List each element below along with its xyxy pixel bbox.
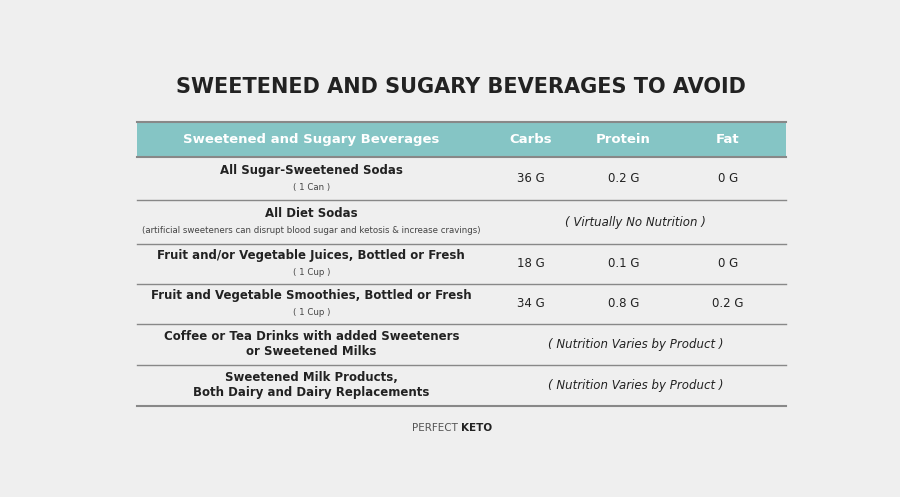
Text: 34 G: 34 G [518, 297, 544, 310]
Text: Fruit and Vegetable Smoothies, Bottled or Fresh: Fruit and Vegetable Smoothies, Bottled o… [151, 289, 472, 302]
Text: ( Nutrition Varies by Product ): ( Nutrition Varies by Product ) [548, 379, 724, 392]
Text: Fat: Fat [716, 133, 740, 146]
Text: 0.2 G: 0.2 G [608, 172, 639, 185]
Text: 36 G: 36 G [518, 172, 544, 185]
Text: SWEETENED AND SUGARY BEVERAGES TO AVOID: SWEETENED AND SUGARY BEVERAGES TO AVOID [176, 77, 746, 97]
Text: 0 G: 0 G [718, 257, 738, 270]
Text: ( 1 Cup ): ( 1 Cup ) [292, 268, 330, 277]
Text: ( 1 Cup ): ( 1 Cup ) [292, 308, 330, 317]
Text: All Diet Sodas: All Diet Sodas [265, 207, 357, 220]
Text: All Sugar-Sweetened Sodas: All Sugar-Sweetened Sodas [220, 164, 402, 177]
Text: Coffee or Tea Drinks with added Sweeteners
or Sweetened Milks: Coffee or Tea Drinks with added Sweetene… [164, 331, 459, 358]
Text: 0.8 G: 0.8 G [608, 297, 639, 310]
Text: ( Virtually No Nutrition ): ( Virtually No Nutrition ) [565, 216, 706, 229]
Text: Sweetened Milk Products,
Both Dairy and Dairy Replacements: Sweetened Milk Products, Both Dairy and … [194, 371, 429, 400]
Text: Sweetened and Sugary Beverages: Sweetened and Sugary Beverages [183, 133, 439, 146]
Text: 0.2 G: 0.2 G [712, 297, 743, 310]
Text: ( 1 Can ): ( 1 Can ) [292, 182, 330, 191]
FancyBboxPatch shape [137, 157, 786, 406]
Text: 0 G: 0 G [718, 172, 738, 185]
Text: KETO: KETO [461, 423, 492, 433]
FancyBboxPatch shape [137, 122, 786, 157]
Text: 18 G: 18 G [518, 257, 544, 270]
Text: ( Nutrition Varies by Product ): ( Nutrition Varies by Product ) [548, 338, 724, 351]
Text: Carbs: Carbs [509, 133, 553, 146]
Text: Fruit and/or Vegetable Juices, Bottled or Fresh: Fruit and/or Vegetable Juices, Bottled o… [158, 249, 465, 262]
Text: 0.1 G: 0.1 G [608, 257, 639, 270]
Text: Protein: Protein [596, 133, 651, 146]
Text: (artificial sweeteners can disrupt blood sugar and ketosis & increase cravings): (artificial sweeteners can disrupt blood… [142, 226, 481, 235]
Text: PERFECT: PERFECT [412, 423, 461, 433]
